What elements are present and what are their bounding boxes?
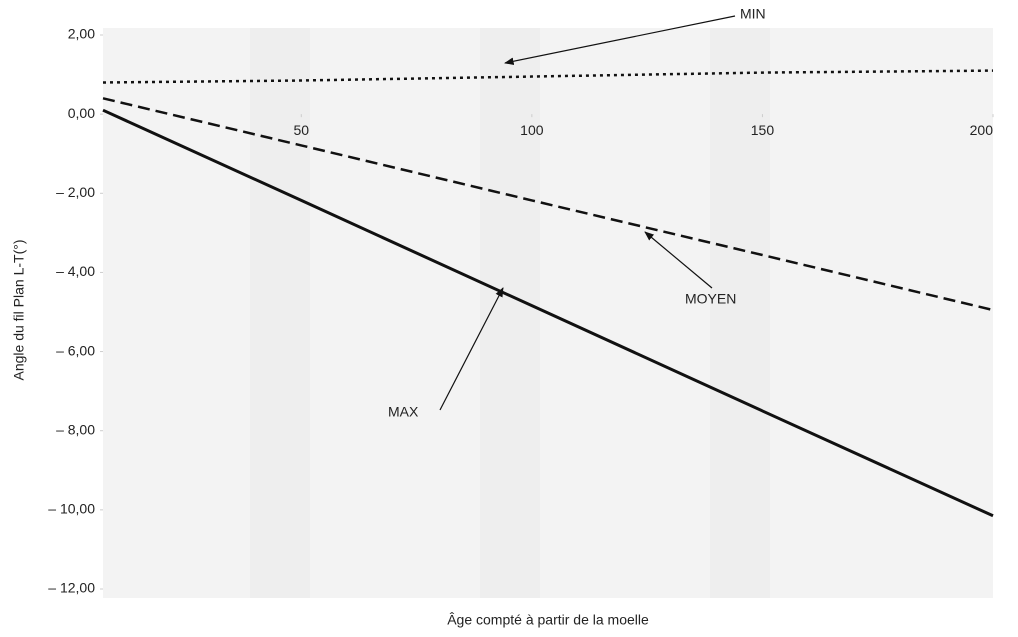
x-tick-label: 150 [751, 122, 775, 138]
plot-band [250, 28, 310, 598]
y-axis-label: Angle du fil Plan L-T(°) [11, 240, 27, 381]
plot-band [480, 28, 540, 598]
plot-band [710, 28, 770, 598]
annotation-arrow [504, 15, 736, 66]
data-line [102, 97, 994, 312]
data-line [102, 108, 994, 518]
annotation-arrow [439, 287, 504, 411]
y-tick-label: – 8,00 [56, 421, 95, 437]
data-line [102, 69, 994, 84]
annotation: MAX [388, 404, 419, 420]
x-tick-label: 100 [520, 122, 544, 138]
x-tick-label: 200 [970, 122, 994, 138]
y-tick-label: – 2,00 [56, 184, 95, 200]
annotation-arrow [644, 231, 713, 289]
y-tick-label: – 10,00 [48, 501, 95, 517]
x-tick-label: 50 [294, 122, 310, 138]
x-axis-label: Âge compté à partir de la moelle [447, 612, 649, 628]
y-tick-label: 2,00 [68, 26, 95, 42]
annotation: MOYEN [685, 291, 736, 307]
annotation: MIN [740, 6, 766, 22]
y-tick-label: – 4,00 [56, 263, 95, 279]
y-tick-label: – 6,00 [56, 342, 95, 358]
y-tick-label: 0,00 [68, 105, 95, 121]
y-tick-label: – 12,00 [48, 580, 95, 596]
